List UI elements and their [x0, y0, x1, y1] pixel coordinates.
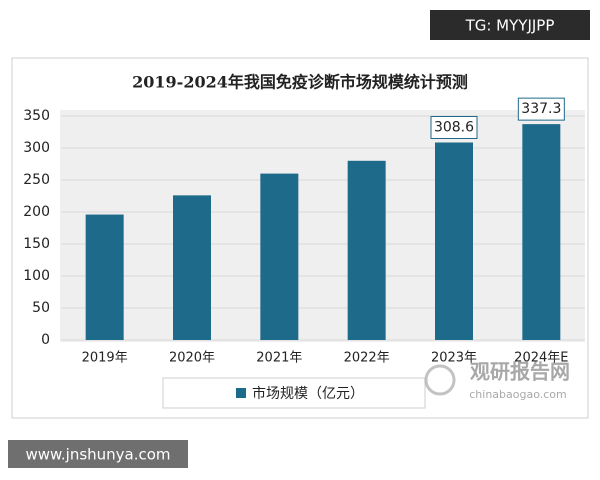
value-label-box [430, 115, 478, 139]
value-label-box [517, 97, 565, 121]
x-tick-label: 2023年 [431, 351, 477, 366]
bar [173, 195, 211, 340]
watermark-box [8, 440, 188, 468]
watermark: 观研报告网 [470, 360, 570, 384]
x-tick-label: 2024年E [514, 351, 568, 366]
y-tick-label: 100 [23, 268, 50, 284]
y-tick-label: 300 [23, 140, 50, 156]
watermark: www.jnshunya.com [25, 446, 170, 464]
legend [162, 377, 426, 409]
bar [347, 160, 386, 340]
y-tick-label: 50 [32, 300, 50, 316]
y-tick-label: 200 [23, 204, 50, 220]
legend-swatch [236, 388, 246, 398]
bar [260, 173, 299, 340]
value-label: 308.6 [434, 119, 474, 135]
x-tick-label: 2021年 [256, 351, 302, 366]
bar [85, 214, 124, 340]
plot-area [60, 110, 585, 342]
x-tick-label: 2020年 [169, 351, 215, 366]
watermark-logo [424, 364, 456, 396]
legend-label: 市场规模（亿元） [252, 385, 364, 402]
chart-title: 2019-2024年我国免疫诊断市场规模统计预测 [132, 73, 468, 92]
y-tick-label: 150 [23, 236, 50, 252]
bar [435, 142, 473, 340]
y-tick-label: 350 [23, 108, 50, 124]
watermark: TG: MYYJJPP [465, 17, 555, 35]
x-tick-label: 2019年 [82, 351, 128, 366]
y-tick-label: 0 [41, 332, 50, 348]
watermark-box [430, 10, 590, 40]
y-tick-label: 250 [23, 172, 50, 188]
bar [522, 124, 561, 341]
x-tick-label: 2022年 [344, 351, 390, 366]
watermark: chinabaogao.com [469, 388, 567, 401]
value-label: 337.3 [521, 101, 561, 117]
